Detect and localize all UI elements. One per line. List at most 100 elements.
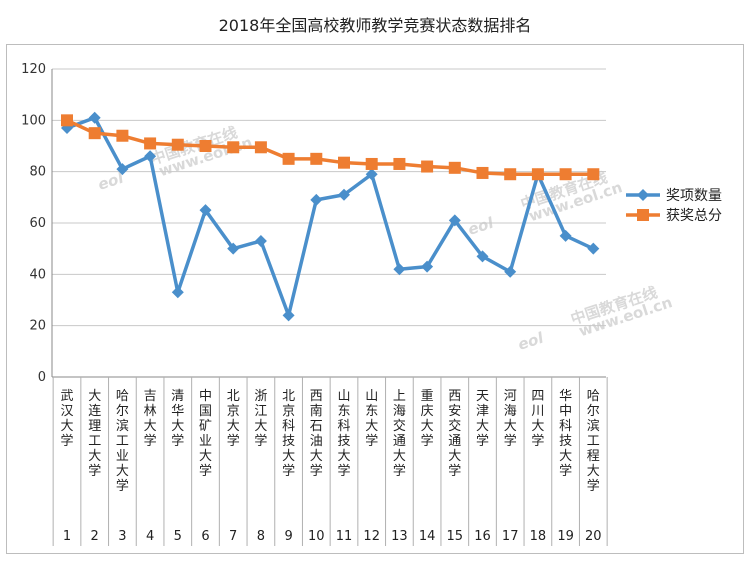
- x-rank-label: 9: [284, 529, 292, 544]
- data-point: [504, 265, 517, 278]
- data-point: [338, 188, 350, 201]
- data-point: [531, 168, 544, 181]
- data-point: [199, 204, 212, 217]
- data-point: [393, 263, 406, 276]
- data-point: [310, 193, 323, 206]
- data-point: [476, 250, 489, 263]
- chart-title: 2018年全国高校教师教学竞赛状态数据排名: [218, 16, 532, 35]
- x-rank-label: 20: [585, 529, 602, 544]
- data-point: [587, 168, 600, 181]
- x-rank-label: 8: [257, 529, 265, 544]
- data-point: [61, 114, 73, 127]
- x-rank-label: 15: [447, 529, 464, 544]
- x-category-label: 西南石油大学: [310, 389, 323, 479]
- data-point: [338, 156, 350, 169]
- x-category-label: 西安交通大学: [448, 389, 461, 479]
- x-rank-label: 12: [363, 529, 380, 544]
- x-rank-label: 17: [502, 529, 519, 544]
- x-rank-label: 14: [419, 529, 436, 544]
- data-point: [448, 214, 461, 227]
- x-category-label: 四川大学: [531, 389, 544, 449]
- data-point: [365, 168, 378, 181]
- x-category-label: 清华大学: [171, 389, 184, 449]
- x-rank-label: 13: [391, 529, 408, 544]
- y-tick-label: 100: [21, 113, 46, 128]
- x-rank-label: 6: [201, 529, 209, 544]
- x-category-label: 浙江大学: [254, 389, 267, 449]
- x-rank-label: 1: [63, 529, 71, 544]
- x-rank-label: 19: [557, 529, 574, 544]
- data-point: [61, 122, 73, 135]
- series-layer: [61, 111, 600, 322]
- x-category-label: 武汉大学: [60, 389, 73, 449]
- x-category-label: 哈尔滨工程大学: [587, 389, 600, 494]
- data-point: [88, 111, 101, 124]
- data-point: [227, 242, 240, 255]
- data-point: [254, 234, 267, 247]
- y-tick-label: 20: [29, 319, 46, 334]
- data-point: [393, 157, 406, 170]
- data-point: [559, 229, 572, 242]
- y-tick-label: 60: [29, 216, 46, 231]
- data-point: [254, 141, 267, 154]
- data-point: [282, 152, 295, 165]
- x-rank-label: 7: [229, 529, 237, 544]
- x-rank-label: 2: [91, 529, 99, 544]
- data-point: [421, 160, 434, 173]
- x-category-label: 哈尔滨工业大学: [116, 389, 129, 494]
- data-point: [587, 242, 600, 255]
- series-line: [66, 116, 595, 318]
- x-category-label: 天津大学: [476, 389, 489, 449]
- x-rank-label: 16: [474, 529, 491, 544]
- x-category-label: 上海交通大学: [393, 389, 406, 479]
- series-2: [61, 114, 600, 181]
- y-tick-label: 120: [21, 62, 46, 77]
- legend-marker: [637, 189, 649, 201]
- x-category-label: 山东大学: [365, 389, 378, 449]
- watermark-layer: eol中国教育在线www.eol.cneol中国教育在线www.eol.cneo…: [96, 123, 675, 354]
- x-rank-label: 3: [118, 529, 126, 544]
- data-point: [199, 140, 212, 152]
- x-rank-label: 4: [146, 529, 154, 544]
- data-point: [171, 286, 184, 299]
- legend-label: 获奖总分: [666, 207, 722, 224]
- x-axis: 武汉大学 1 大连理工大学 2 哈尔滨工业大学 3 吉林大学 4 清华大学 5 中国矿业大学 6 北京大…: [52, 376, 608, 546]
- x-category-label: 北京大学: [227, 389, 240, 449]
- x-rank-label: 5: [174, 529, 182, 544]
- data-point: [476, 166, 489, 179]
- data-point: [88, 127, 101, 140]
- x-category-label: 中国矿业大学: [199, 389, 212, 479]
- data-point: [227, 141, 240, 154]
- watermark-logo: eol: [466, 214, 497, 239]
- data-point: [310, 152, 323, 165]
- data-point: [365, 157, 378, 170]
- series-1: [61, 111, 600, 322]
- data-point: [144, 150, 157, 163]
- x-rank-label: 18: [530, 529, 547, 544]
- y-tick-label: 80: [29, 165, 46, 180]
- data-point: [116, 163, 129, 176]
- legend-label: 奖项数量: [666, 187, 722, 204]
- data-point: [144, 137, 157, 150]
- x-category-label: 华中科技大学: [559, 389, 572, 479]
- data-point: [116, 129, 129, 142]
- x-category-label: 大连理工大学: [88, 389, 101, 479]
- x-category-label: 河海大学: [504, 389, 517, 449]
- data-point: [171, 138, 184, 151]
- watermark-logo: eol: [516, 329, 547, 354]
- data-point: [448, 161, 461, 174]
- data-point: [559, 168, 572, 181]
- data-point: [421, 260, 434, 273]
- y-axis: 0 20 40 60 80 100 120: [21, 62, 53, 385]
- x-category-label: 北京科技大学: [282, 389, 295, 479]
- legend-marker: [637, 209, 649, 221]
- y-tick-label: 0: [38, 370, 46, 385]
- x-rank-label: 11: [336, 529, 353, 544]
- x-category-label: 重庆大学: [421, 388, 434, 449]
- chart-frame: [6, 44, 744, 554]
- y-tick-label: 40: [29, 267, 46, 282]
- data-point: [282, 309, 295, 322]
- x-rank-label: 10: [308, 529, 325, 544]
